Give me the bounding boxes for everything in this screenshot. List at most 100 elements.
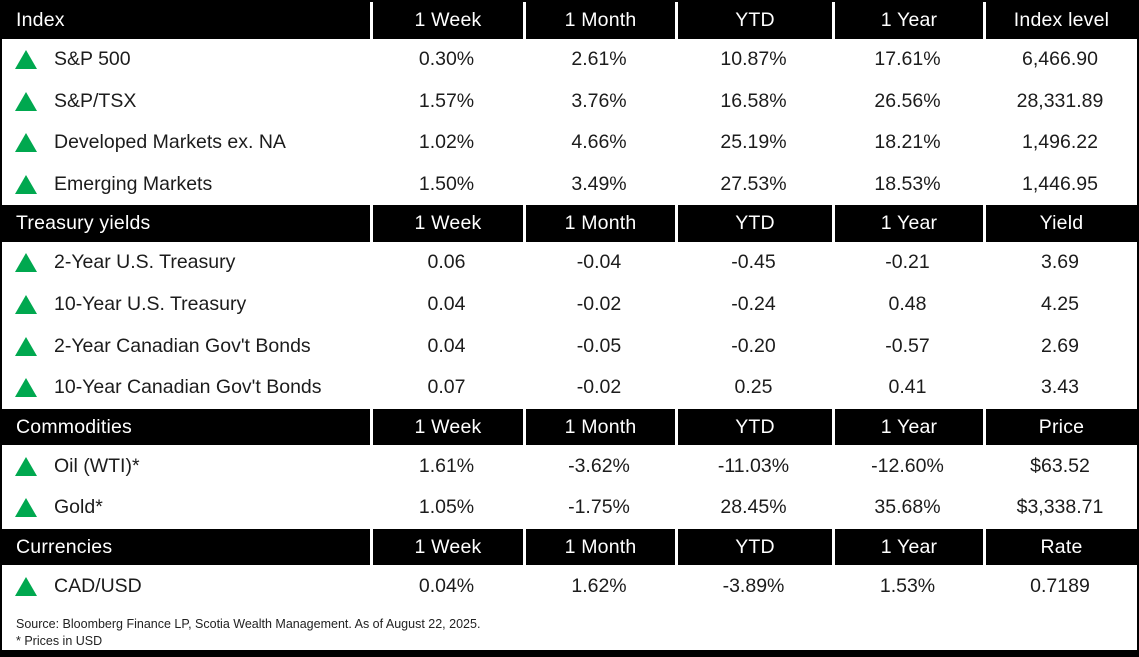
- section-title: Currencies: [16, 535, 113, 558]
- cell-1month: 2.61%: [571, 48, 627, 71]
- cell-ytd: 28.45%: [720, 496, 787, 519]
- row-emerging-markets: Emerging Markets 1.50% 3.49% 27.53% 18.5…: [2, 163, 1137, 206]
- row-label: CAD/USD: [54, 574, 142, 597]
- row-10y-cad-bonds: 10-Year Canadian Gov't Bonds 0.07 -0.02 …: [2, 367, 1137, 409]
- row-2y-cad-bonds: 2-Year Canadian Gov't Bonds 0.04 -0.05 -…: [2, 325, 1137, 367]
- column-header-1month: 1 Month: [523, 408, 675, 446]
- row-label: 2-Year U.S. Treasury: [54, 251, 236, 274]
- column-header-1week: 1 Week: [370, 205, 523, 243]
- cell-1month: -1.75%: [568, 496, 630, 519]
- column-header-1week: 1 Week: [370, 408, 523, 446]
- cell-1year: 17.61%: [874, 48, 941, 71]
- up-triangle-icon: [15, 498, 37, 518]
- column-header-1week: 1 Week: [370, 2, 523, 39]
- cell-1year: 0.41: [888, 376, 927, 399]
- up-triangle-icon: [15, 50, 37, 70]
- bottom-border-bar: [2, 650, 1137, 657]
- row-label: 10-Year Canadian Gov't Bonds: [54, 376, 322, 399]
- row-developed-markets: Developed Markets ex. NA 1.02% 4.66% 25.…: [2, 122, 1137, 164]
- cell-1month: -3.62%: [568, 454, 630, 477]
- cell-price: $63.52: [1030, 454, 1090, 477]
- cell-1week: 0.04%: [418, 574, 475, 597]
- up-triangle-icon: [15, 378, 37, 398]
- cell-1month: 1.62%: [571, 574, 627, 597]
- row-sp500: S&P 500 0.30% 2.61% 10.87% 17.61% 6,466.…: [2, 38, 1137, 81]
- section-header-treasury-yields: Treasury yields 1 Week 1 Month YTD 1 Yea…: [2, 205, 1137, 243]
- cell-ytd: 0.25: [734, 376, 773, 399]
- cell-1week: 1.61%: [418, 454, 475, 477]
- row-label: Emerging Markets: [54, 173, 213, 195]
- row-sptsx: S&P/TSX 1.57% 3.76% 16.58% 26.56% 28,331…: [2, 80, 1137, 123]
- up-triangle-icon: [15, 336, 37, 356]
- cell-yield: 4.25: [1041, 293, 1079, 316]
- cell-1year: 26.56%: [874, 89, 941, 112]
- column-header-1year: 1 Year: [832, 408, 983, 446]
- column-header-index-level: Index level: [983, 2, 1137, 39]
- section-title: Commodities: [16, 415, 132, 438]
- row-label: Gold*: [54, 496, 103, 519]
- cell-1week: 0.04: [427, 293, 466, 316]
- row-label: S&P/TSX: [54, 89, 137, 112]
- cell-yield: 3.43: [1041, 376, 1079, 399]
- column-header-1month: 1 Month: [523, 205, 675, 243]
- section-title: Index: [16, 8, 65, 31]
- column-header-1month: 1 Month: [523, 2, 675, 39]
- column-header-rate: Rate: [983, 528, 1137, 566]
- cell-1year: 1.53%: [879, 574, 936, 597]
- cell-index-level: 6,466.90: [1022, 48, 1098, 71]
- cell-1week: 0.04: [427, 334, 466, 357]
- cell-1year: 18.53%: [874, 173, 941, 195]
- column-header-ytd: YTD: [675, 2, 832, 39]
- cell-1week: 1.05%: [418, 496, 475, 519]
- row-label: Developed Markets ex. NA: [54, 131, 286, 154]
- row-label: Oil (WTI)*: [54, 454, 140, 477]
- cell-1week: 0.06: [427, 251, 466, 274]
- row-cadusd: CAD/USD 0.04% 1.62% -3.89% 1.53% 0.7189: [2, 565, 1137, 608]
- up-triangle-icon: [15, 133, 37, 153]
- row-label: 2-Year Canadian Gov't Bonds: [54, 334, 311, 357]
- row-label: 10-Year U.S. Treasury: [54, 293, 247, 316]
- column-header-ytd: YTD: [675, 528, 832, 566]
- column-header-yield: Yield: [983, 205, 1137, 243]
- up-triangle-icon: [15, 175, 37, 194]
- row-oil-wti: Oil (WTI)* 1.61% -3.62% -11.03% -12.60% …: [2, 445, 1137, 488]
- cell-1month: -0.05: [576, 334, 622, 357]
- section-header-index: Index 1 Week 1 Month YTD 1 Year Index le…: [2, 2, 1137, 39]
- cell-1month: 3.76%: [571, 89, 627, 112]
- row-10y-us-treasury: 10-Year U.S. Treasury 0.04 -0.02 -0.24 0…: [2, 283, 1137, 326]
- cell-index-level: 1,446.95: [1022, 173, 1098, 195]
- row-2y-us-treasury: 2-Year U.S. Treasury 0.06 -0.04 -0.45 -0…: [2, 242, 1137, 284]
- cell-1year: -0.21: [885, 251, 930, 274]
- cell-ytd: 27.53%: [720, 173, 787, 195]
- cell-1year: -0.57: [885, 334, 930, 357]
- section-title: Treasury yields: [16, 212, 151, 235]
- cell-1month: 3.49%: [571, 173, 627, 195]
- cell-1month: -0.04: [576, 251, 622, 274]
- cell-ytd: -0.45: [731, 251, 776, 274]
- cell-1year: -12.60%: [871, 454, 944, 477]
- cell-1week: 1.57%: [418, 89, 475, 112]
- up-triangle-icon: [15, 253, 37, 273]
- cell-ytd: -11.03%: [717, 454, 790, 477]
- cell-1month: 4.66%: [571, 131, 627, 154]
- column-header-1year: 1 Year: [832, 205, 983, 243]
- cell-1month: -0.02: [576, 376, 622, 399]
- cell-price: $3,338.71: [1016, 496, 1104, 519]
- prices-note: * Prices in USD: [16, 634, 103, 649]
- cell-1year: 35.68%: [874, 496, 941, 519]
- up-triangle-icon: [15, 576, 37, 596]
- column-header-1month: 1 Month: [523, 528, 675, 566]
- section-header-currencies: Currencies 1 Week 1 Month YTD 1 Year Rat…: [2, 528, 1137, 566]
- column-header-1year: 1 Year: [832, 2, 983, 39]
- cell-1week: 1.02%: [418, 131, 475, 154]
- cell-1year: 18.21%: [874, 131, 941, 154]
- cell-index-level: 28,331.89: [1016, 89, 1104, 112]
- up-triangle-icon: [15, 456, 37, 476]
- column-header-ytd: YTD: [675, 408, 832, 446]
- column-header-1year: 1 Year: [832, 528, 983, 566]
- cell-yield: 2.69: [1041, 334, 1079, 357]
- row-gold: Gold* 1.05% -1.75% 28.45% 35.68% $3,338.…: [2, 487, 1137, 529]
- row-label: S&P 500: [54, 48, 131, 71]
- cell-ytd: 10.87%: [720, 48, 787, 71]
